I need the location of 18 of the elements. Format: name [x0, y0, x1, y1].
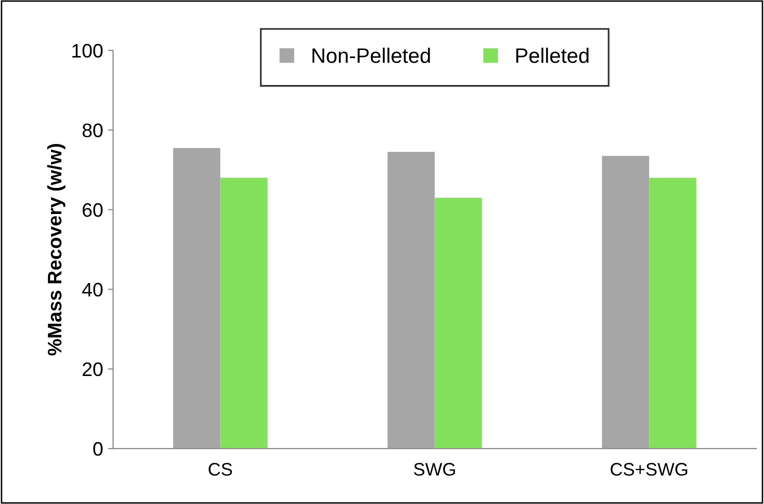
y-tick-label: 100 [72, 44, 103, 58]
bar [173, 148, 220, 449]
y-axis-title: %Mass Recovery (w/w) [47, 144, 66, 356]
bar [434, 198, 482, 449]
bar [388, 152, 435, 449]
bar [649, 178, 696, 449]
x-tick-label: CS+SWG [610, 462, 688, 476]
y-tick-label: 0 [93, 442, 103, 456]
x-tick-label: CS [208, 462, 232, 476]
x-tick-label: SWG [414, 462, 455, 476]
y-tick-label: 20 [82, 362, 103, 376]
legend-label: Non-Pelleted [312, 48, 430, 64]
y-tick-label: 60 [82, 203, 103, 217]
y-tick-label: 40 [82, 282, 103, 297]
bar [602, 156, 650, 449]
legend-label: Pelleted [516, 48, 589, 64]
y-tick-label: 80 [82, 124, 103, 138]
bar [220, 178, 268, 449]
